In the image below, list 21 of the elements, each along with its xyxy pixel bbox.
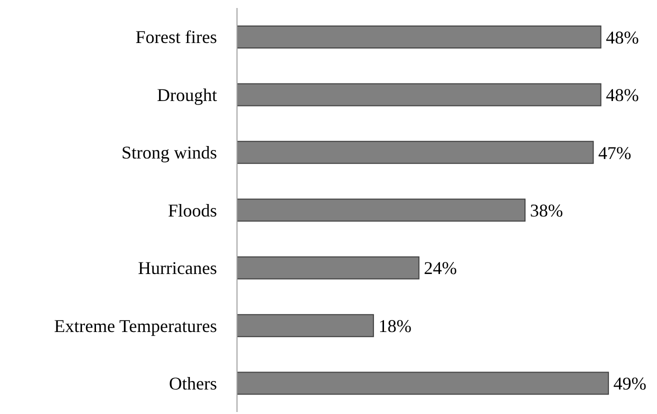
bar: [237, 140, 594, 164]
y-tick-label: Drought: [157, 84, 217, 105]
data-label: 18%: [378, 316, 412, 336]
data-label: 48%: [606, 85, 639, 106]
bar: [237, 83, 602, 106]
y-tick-label: Forest fires: [136, 27, 217, 48]
y-tick-label: Extreme Temperatures: [54, 316, 217, 336]
data-label: 24%: [424, 258, 457, 278]
y-tick-label: Others: [169, 374, 217, 394]
data-label: 47%: [598, 142, 632, 163]
bar: [237, 256, 420, 280]
bar: [237, 198, 526, 222]
y-tick-label: Strong winds: [121, 142, 217, 163]
y-tick-label: Hurricanes: [138, 258, 217, 278]
bar: [237, 26, 602, 48]
data-label: 38%: [530, 200, 564, 221]
data-label: 49%: [613, 374, 646, 394]
data-label: 48%: [606, 27, 639, 48]
bar: [237, 372, 609, 395]
bar: [237, 314, 374, 338]
y-tick-label: Floods: [168, 200, 217, 220]
